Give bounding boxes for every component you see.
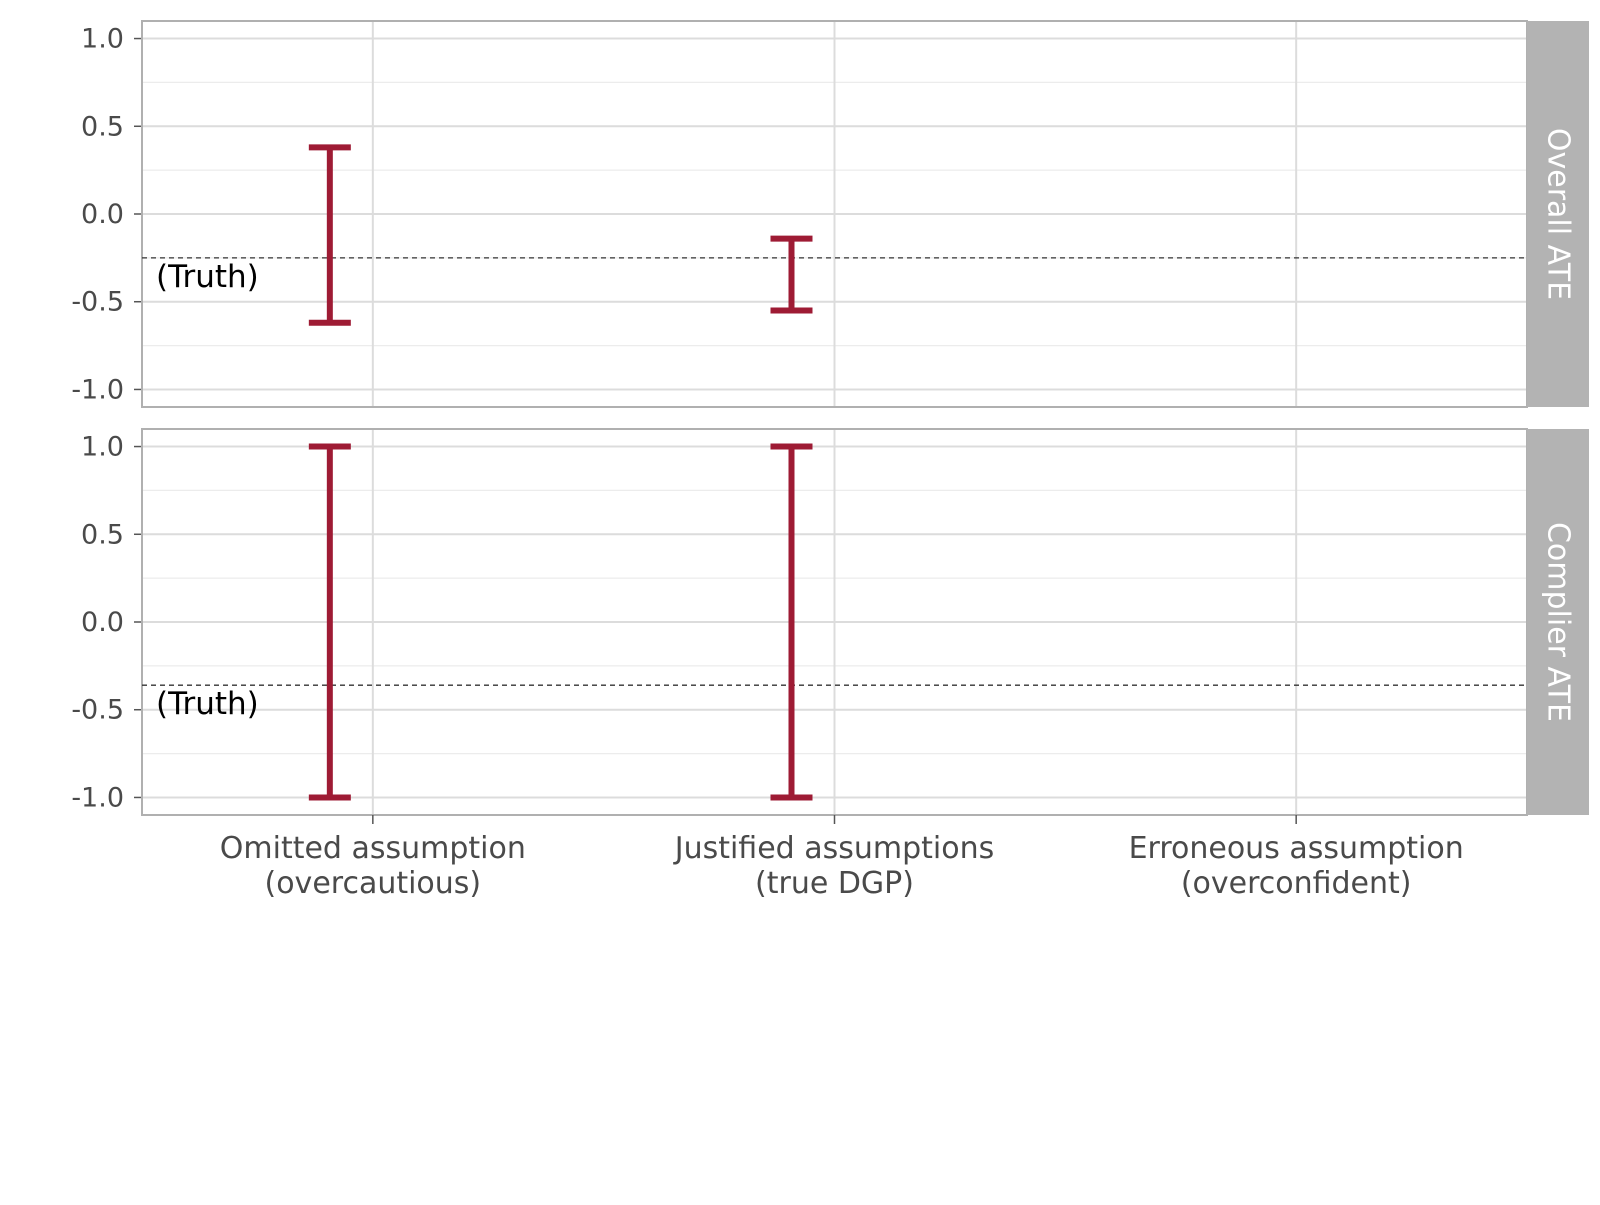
y-tick-label: -0.5 <box>71 287 124 318</box>
facet-strip <box>1527 21 1589 407</box>
truth-label: (Truth) <box>156 259 259 295</box>
y-tick-label: -1.0 <box>71 782 124 813</box>
x-tick-label: Justified assumptions <box>673 831 995 866</box>
facet-strip-label: Complier ATE <box>1541 522 1576 722</box>
y-tick-label: 0.5 <box>81 519 124 550</box>
y-tick-label: 1.0 <box>81 24 124 55</box>
x-tick-label: (overcautious) <box>265 866 482 901</box>
y-tick-label: 0.0 <box>81 607 124 638</box>
y-tick-label: 1.0 <box>81 432 124 463</box>
x-tick-label: Omitted assumption <box>220 831 526 866</box>
truth-label: (Truth) <box>156 686 259 722</box>
y-tick-label: 0.0 <box>81 199 124 230</box>
x-tick-label: (true DGP) <box>755 866 914 901</box>
y-tick-label: 0.5 <box>81 111 124 142</box>
x-tick-label: (overconfident) <box>1181 866 1412 901</box>
facet-strip-label: Overall ATE <box>1541 128 1576 300</box>
y-tick-label: -1.0 <box>71 374 124 405</box>
facet-strip <box>1527 429 1589 815</box>
x-tick-label: Erroneous assumption <box>1129 831 1464 866</box>
y-tick-label: -0.5 <box>71 695 124 726</box>
